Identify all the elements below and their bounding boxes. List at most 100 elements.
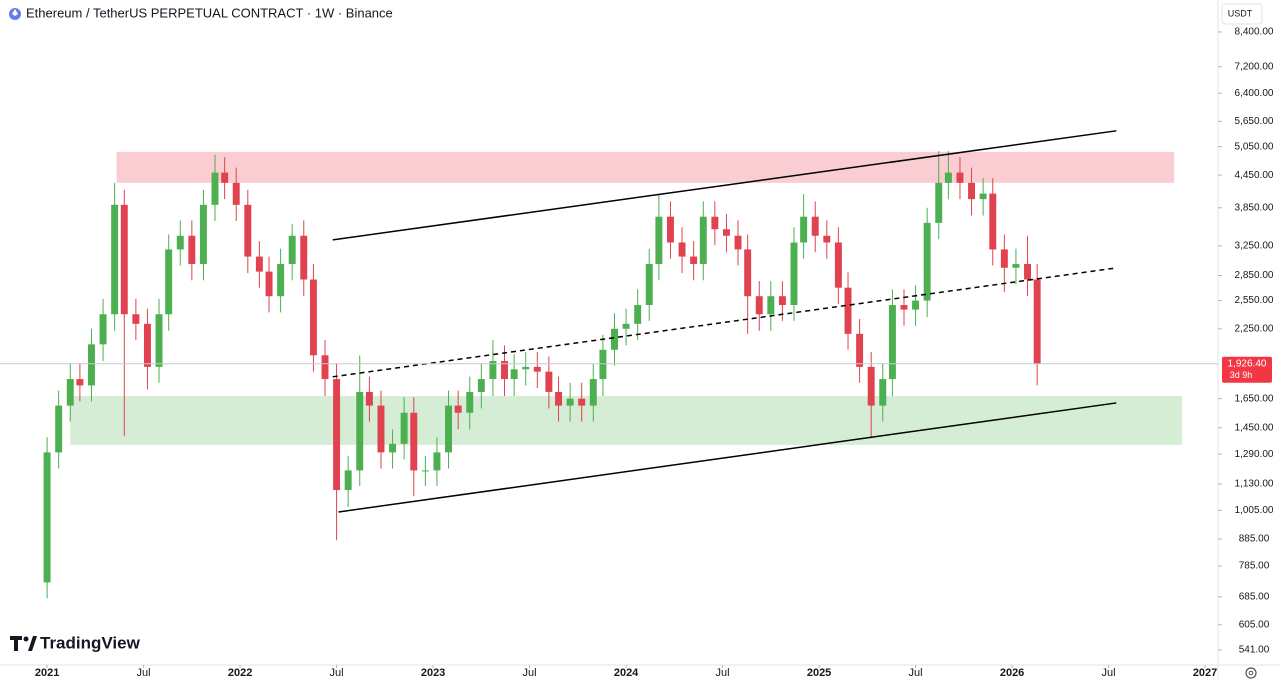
candle-body	[634, 305, 642, 324]
brand-logo: TradingView	[10, 633, 141, 652]
candle-body	[120, 204, 128, 315]
y-tick-label: 3,850.00	[1235, 202, 1274, 213]
candle-body	[767, 296, 775, 315]
candle-body	[879, 379, 887, 406]
candles	[43, 151, 1041, 599]
y-tick-label: 885.00	[1239, 534, 1270, 545]
y-tick-label: 8,400.00	[1235, 27, 1274, 38]
x-tick-label: Jul	[137, 667, 151, 679]
y-tick-label: 2,850.00	[1235, 270, 1274, 281]
candle-body	[690, 256, 698, 264]
x-tick-label: Jul	[909, 667, 923, 679]
candle-body	[711, 216, 719, 230]
candle-body	[900, 305, 908, 310]
chart-title: Ethereum / TetherUS PERPETUAL CONTRACT ·…	[26, 5, 393, 20]
candle-body	[466, 391, 474, 413]
candle-body	[645, 263, 653, 306]
trend-line	[332, 130, 1117, 241]
candle-body	[165, 249, 173, 315]
x-tick-label: 2023	[421, 667, 445, 679]
candle-body	[344, 470, 352, 491]
trend-line	[332, 267, 1117, 378]
candle-body	[923, 222, 931, 301]
x-tick-label: 2022	[228, 667, 252, 679]
candle-body	[935, 182, 943, 223]
candle-body	[255, 256, 263, 272]
y-tick-label: 5,650.00	[1235, 116, 1274, 127]
y-tick-label: 4,450.00	[1235, 170, 1274, 181]
candle-body	[365, 391, 373, 406]
y-tick-label: 5,050.00	[1235, 141, 1274, 152]
candle-body	[410, 412, 418, 471]
candle-body	[111, 204, 119, 315]
candle-body	[389, 443, 397, 453]
candle-body	[678, 242, 686, 257]
candle-body	[244, 204, 252, 257]
candle-body	[99, 314, 107, 345]
candle-body	[800, 216, 808, 243]
y-tick-label: 7,200.00	[1235, 61, 1274, 72]
candle-body	[277, 263, 285, 297]
candle-body	[333, 379, 341, 491]
y-tick-label: 1,650.00	[1235, 393, 1274, 404]
currency-box[interactable]	[1221, 3, 1263, 25]
y-tick-label: 2,250.00	[1235, 323, 1274, 334]
x-tick-label: 2026	[1000, 667, 1024, 679]
y-tick-label: 1,450.00	[1235, 422, 1274, 433]
candle-body	[88, 344, 95, 386]
zone	[70, 396, 1182, 445]
x-tick-label: Jul	[330, 667, 344, 679]
x-tick-label: 2024	[614, 667, 639, 679]
settings-gear[interactable]	[1245, 667, 1257, 679]
candle-body	[1024, 263, 1031, 280]
candle-body	[489, 361, 497, 380]
candle-body	[867, 366, 875, 406]
candle-body	[421, 470, 429, 472]
y-tick-label: 785.00	[1239, 561, 1270, 572]
zones	[70, 151, 1182, 445]
candle-body	[445, 405, 452, 453]
candle-body	[309, 279, 317, 356]
candle-body	[912, 300, 920, 310]
x-tick-label: Jul	[1102, 667, 1116, 679]
x-tick-label: 2027	[1193, 667, 1217, 679]
settings-icon[interactable]	[1245, 667, 1257, 679]
settings-gear-hub[interactable]	[1248, 670, 1254, 676]
y-tick-label: 685.00	[1239, 591, 1270, 602]
candle-body	[221, 172, 229, 183]
candle-body	[356, 391, 364, 471]
candle-body	[555, 391, 563, 406]
candle-body	[778, 296, 786, 306]
brand-icon-slash	[28, 636, 37, 651]
candle-body	[477, 379, 485, 392]
y-tick-label: 3,250.00	[1235, 241, 1274, 252]
candle-body	[265, 271, 273, 297]
candle-body	[655, 216, 663, 264]
candle-body	[199, 204, 207, 264]
y-tick-label: 605.00	[1239, 619, 1270, 630]
brand-name: TradingView	[40, 633, 141, 652]
candle-body	[188, 235, 196, 264]
candle-body	[989, 193, 997, 250]
candle-body	[1000, 249, 1008, 268]
candle-body	[454, 405, 462, 413]
candle-body	[811, 216, 819, 236]
candle-body	[790, 242, 798, 306]
trend-line	[338, 402, 1117, 513]
trend-lines	[332, 130, 1117, 513]
price-countdown: 3d 9h	[1230, 370, 1253, 380]
candle-body	[155, 314, 163, 367]
candle-body	[211, 172, 219, 205]
candle-body	[1012, 263, 1020, 268]
brand-icon	[10, 636, 22, 651]
candle-body	[888, 305, 896, 380]
y-tick-label: 1,290.00	[1235, 449, 1274, 460]
candle-body	[744, 249, 752, 297]
candle-body	[578, 398, 586, 406]
x-tick-label: Jul	[716, 667, 730, 679]
candle-body	[823, 235, 831, 243]
candle-body	[589, 379, 597, 406]
